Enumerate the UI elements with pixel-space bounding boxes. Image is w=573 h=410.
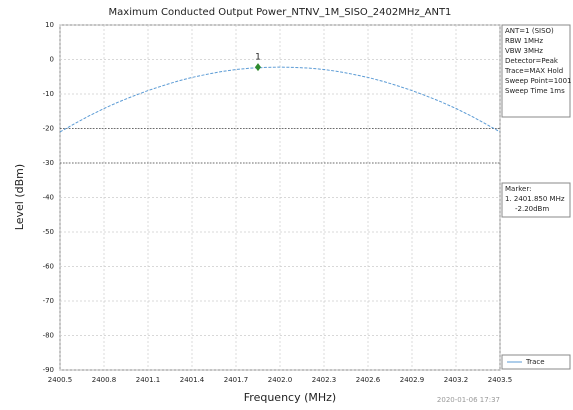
y-tick-label: -80 [43,332,54,340]
y-tick-label: 10 [45,21,54,29]
y-tick-label: -60 [43,263,54,271]
x-tick-label: 2401.7 [224,376,249,384]
y-axis-label: Level (dBm) [13,164,26,230]
x-axis-label: Frequency (MHz) [244,391,336,404]
info-panel [501,24,571,118]
info-text: Sweep Point=1001 [505,77,572,85]
marker-point [255,63,261,72]
info-text: Sweep Time 1ms [505,87,565,95]
legend-label: Trace [525,358,545,366]
y-tick-label: 0 [50,56,54,64]
x-tick-label: 2401.1 [136,376,161,384]
y-tick-label: -40 [43,194,54,202]
info-text: RBW 1MHz [505,37,543,45]
y-tick-label: -90 [43,366,54,374]
y-tick-label: -50 [43,228,54,236]
x-tick-label: 2400.5 [48,376,73,384]
x-tick-label: 2403.5 [488,376,513,384]
info-text: Detector=Peak [505,57,559,65]
x-tick-label: 2402.0 [268,376,293,384]
trace-line [59,66,501,133]
marker-text: 1. 2401.850 MHz [505,195,565,203]
timestamp: 2020-01-06 17:37 [437,396,500,404]
y-tick-label: -30 [43,159,54,167]
info-text: Trace=MAX Hold [504,67,563,75]
y-tick-label: -70 [43,297,54,305]
x-tick-label: 2402.3 [312,376,337,384]
legend [501,354,571,370]
chart-title: Maximum Conducted Output Power_NTNV_1M_S… [109,7,452,18]
x-tick-label: 2400.8 [92,376,117,384]
marker-label: 1 [255,53,261,63]
marker-panel [501,182,571,218]
marker-text: -2.20dBm [515,205,549,213]
info-text: VBW 3MHz [505,47,543,55]
x-tick-label: 2403.2 [444,376,469,384]
x-tick-label: 2401.4 [180,376,205,384]
x-tick-label: 2402.9 [400,376,425,384]
marker-text: Marker: [505,185,531,193]
y-tick-label: -20 [43,125,54,133]
x-tick-label: 2402.6 [356,376,381,384]
info-text: ANT=1 (SISO) [505,27,554,35]
y-tick-label: -10 [43,90,54,98]
